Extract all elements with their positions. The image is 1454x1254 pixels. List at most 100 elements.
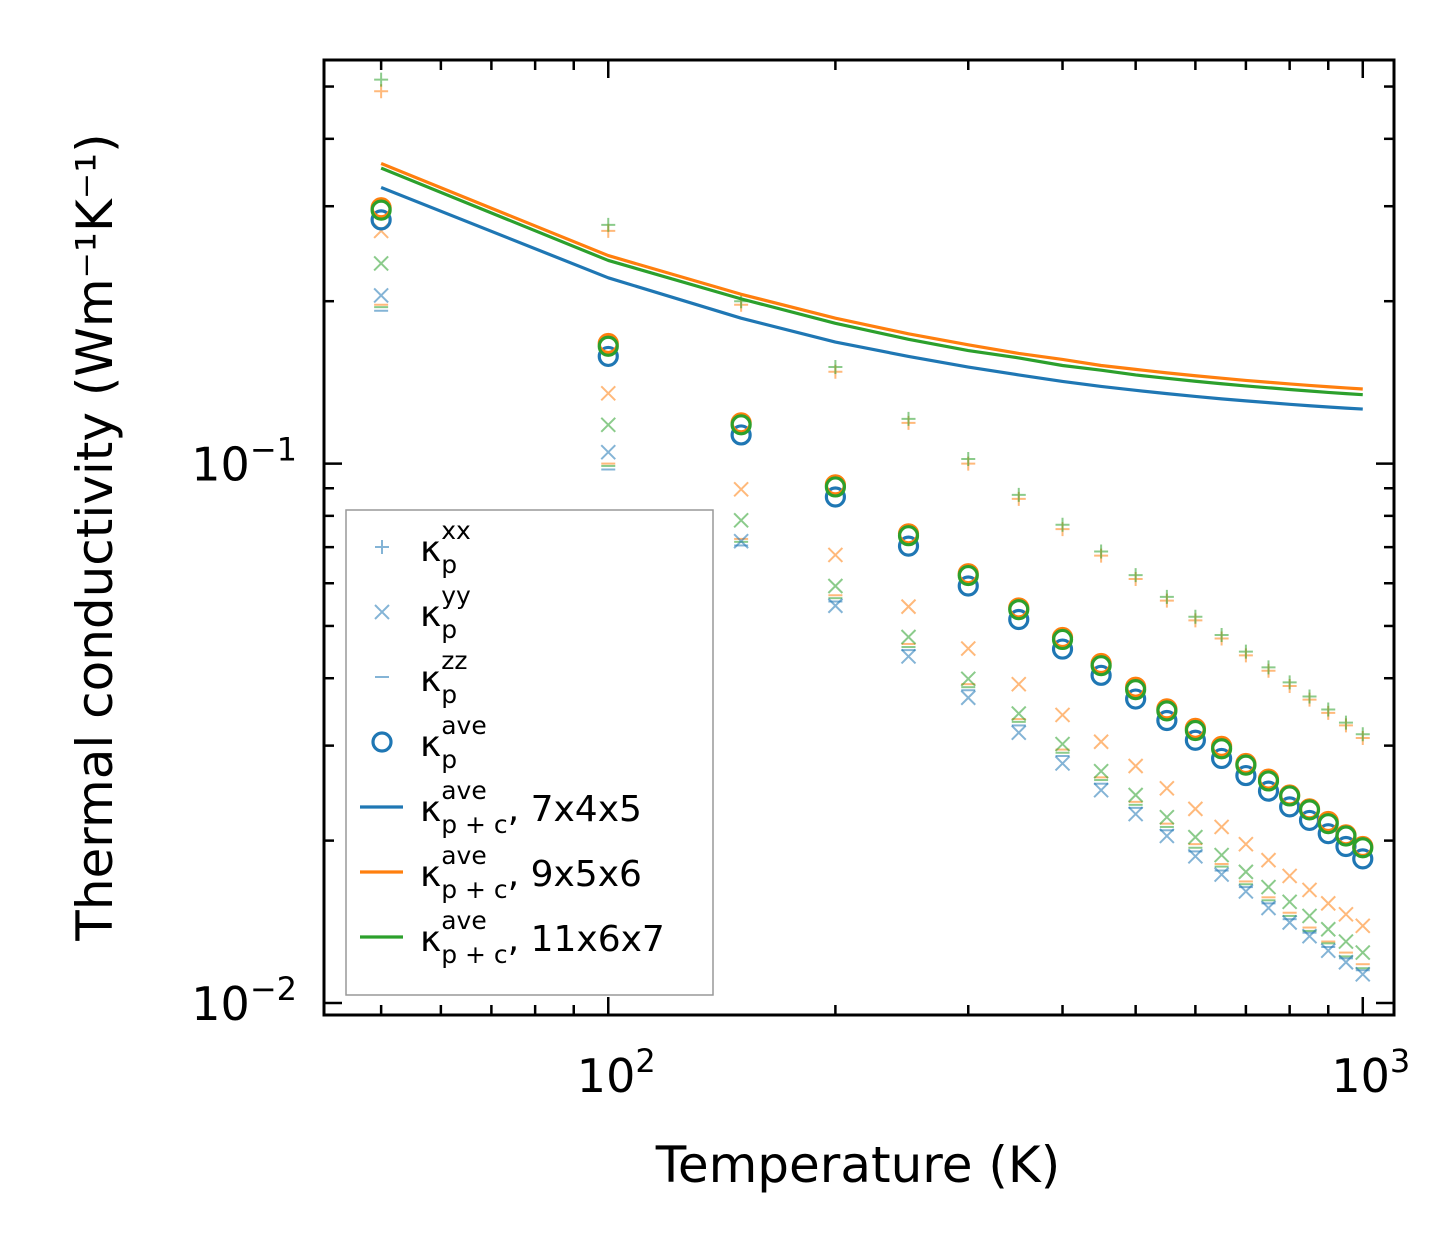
data-point: [1281, 914, 1298, 931]
data-point: [1211, 738, 1233, 760]
data-point: [1338, 933, 1354, 950]
legend-item: κave p + c, 11x6x7: [360, 906, 665, 969]
data-point: [370, 209, 392, 231]
data-point: [1355, 918, 1371, 934]
data-point: [1238, 644, 1253, 659]
data-point: [1301, 882, 1318, 898]
data-point: [1125, 688, 1147, 710]
data-point: [1321, 702, 1336, 717]
series-cross-orange: [373, 223, 1371, 934]
data-point: [1238, 836, 1254, 852]
series-plus-green: [374, 72, 1370, 742]
data-point: [1090, 655, 1112, 677]
legend-marker-swatch: [374, 604, 390, 620]
data-point: [1302, 689, 1317, 704]
data-point: [1184, 729, 1206, 751]
axis-ticks: [324, 60, 1394, 1015]
data-point: [1011, 705, 1027, 722]
plot-series: [370, 72, 1374, 983]
tick-labels: 102 103 10−1 10−2: [191, 431, 1410, 1103]
data-point: [1352, 837, 1374, 859]
data-point: [1127, 806, 1144, 822]
data-point: [1093, 734, 1109, 750]
legend-label: κyy p: [420, 581, 471, 644]
data-point: [1320, 943, 1336, 959]
data-point: [1159, 589, 1174, 604]
x-tick-label: 102: [577, 1042, 656, 1103]
data-point: [600, 385, 616, 401]
legend-label: κave p + c, 7x4x5: [420, 776, 642, 839]
legend-label: κzz p: [420, 646, 467, 709]
series-cross-blue: [373, 287, 1371, 983]
data-point: [600, 444, 616, 460]
data-point: [1317, 813, 1339, 835]
data-point: [1008, 599, 1030, 621]
data-point: [828, 360, 843, 375]
data-point: [1352, 848, 1374, 870]
x-tick-label: 103: [1331, 1042, 1410, 1103]
data-point: [1301, 928, 1318, 944]
data-point: [1281, 894, 1298, 910]
series-line: [380, 185, 1363, 411]
series-line-green: [380, 166, 1363, 397]
series-line: [380, 162, 1363, 391]
series-line-blue: [380, 185, 1363, 411]
data-point: [1301, 908, 1318, 924]
series-line-orange: [380, 162, 1363, 391]
data-point: [733, 512, 749, 528]
data-point: [1260, 879, 1277, 895]
data-point: [1238, 864, 1254, 880]
legend-item: κave p + c, 9x5x6: [360, 841, 642, 904]
data-point: [1261, 660, 1276, 675]
data-point: [827, 578, 844, 594]
data-point: [827, 547, 844, 563]
x-axis-label: Temperature (K): [655, 1136, 1060, 1194]
data-point: [1187, 801, 1204, 817]
data-point: [1279, 785, 1301, 807]
data-point: [1213, 819, 1230, 835]
data-point: [1355, 727, 1370, 742]
y-tick-label: 10−1: [191, 431, 297, 492]
data-point: [827, 598, 844, 614]
data-point: [900, 598, 917, 615]
data-point: [1125, 679, 1147, 701]
data-point: [1051, 638, 1074, 660]
data-point: [1159, 828, 1175, 844]
data-point: [1054, 707, 1071, 723]
data-point: [1093, 782, 1109, 798]
data-point: [601, 217, 616, 232]
data-point: [1338, 715, 1353, 730]
data-point: [733, 533, 749, 549]
data-point: [370, 199, 392, 221]
legend-label: κave p + c, 11x6x7: [420, 906, 665, 969]
data-point: [1335, 825, 1357, 847]
data-point: [1008, 608, 1030, 631]
data-point: [1188, 609, 1203, 624]
series-line: [380, 166, 1363, 397]
data-point: [1355, 966, 1371, 983]
legend-marker-swatch: [375, 540, 389, 554]
data-point: [897, 535, 920, 557]
y-axis-label: Thermal conductivity (Wm⁻¹K⁻¹): [66, 133, 124, 941]
data-point: [961, 451, 976, 466]
data-point: [1051, 628, 1074, 651]
data-point: [824, 486, 846, 508]
y-tick-label: 10−2: [191, 970, 297, 1031]
data-point: [1011, 487, 1026, 502]
data-point: [1011, 725, 1027, 741]
data-point: [960, 671, 976, 687]
data-point: [1054, 736, 1071, 752]
data-point: [1298, 799, 1321, 821]
legend-item: κzz p: [375, 646, 467, 709]
legend-label: κave p + c, 9x5x6: [420, 841, 642, 904]
data-point: [1187, 829, 1204, 845]
data-point: [1257, 780, 1280, 802]
series-circle-blue: [370, 209, 1374, 870]
legend-label: κxx p: [420, 516, 471, 579]
data-point: [1281, 868, 1298, 884]
data-point: [1235, 754, 1257, 776]
legend-item: κxx p: [375, 516, 471, 579]
data-point: [373, 255, 389, 272]
data-point: [1184, 719, 1206, 742]
